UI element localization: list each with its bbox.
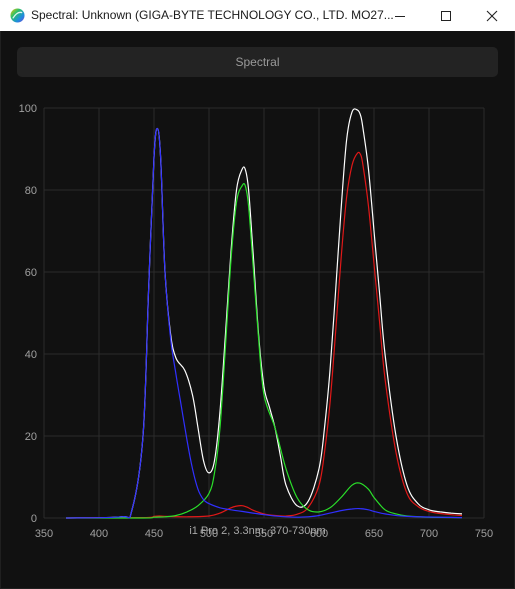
maximize-icon	[441, 10, 451, 21]
y-tick-label: 40	[25, 349, 37, 361]
x-tick-label: 550	[255, 528, 273, 540]
colorful-sphere-icon	[10, 8, 25, 23]
x-tick-label: 350	[35, 528, 53, 540]
close-button[interactable]	[469, 0, 515, 31]
maximize-button[interactable]	[423, 0, 469, 31]
spectral-button[interactable]: Spectral	[17, 47, 498, 77]
y-tick-label: 20	[25, 431, 37, 443]
y-tick-label: 60	[25, 267, 37, 279]
series-line-red	[65, 151, 463, 519]
x-tick-label: 700	[420, 528, 438, 540]
minimize-button[interactable]	[377, 0, 423, 31]
y-tick-label: 100	[19, 103, 37, 115]
x-tick-label: 400	[90, 528, 108, 540]
y-tick-label: 80	[25, 185, 37, 197]
x-tick-label: 750	[475, 528, 493, 540]
title-bar[interactable]: Spectral: Unknown (GIGA-BYTE TECHNOLOGY …	[0, 0, 515, 31]
minimize-icon	[395, 15, 405, 17]
close-icon	[486, 10, 498, 21]
y-tick-label: 0	[31, 513, 37, 525]
x-tick-label: 650	[365, 528, 383, 540]
window-title: Spectral: Unknown (GIGA-BYTE TECHNOLOGY …	[31, 8, 394, 22]
chart-caption: i1 Pro 2, 3.3nm, 370-730nm	[189, 525, 326, 537]
x-tick-label: 600	[310, 528, 328, 540]
series-line-green	[65, 183, 463, 519]
x-tick-label: 450	[145, 528, 163, 540]
x-tick-label: 500	[200, 528, 218, 540]
series-line-blue	[65, 127, 463, 519]
